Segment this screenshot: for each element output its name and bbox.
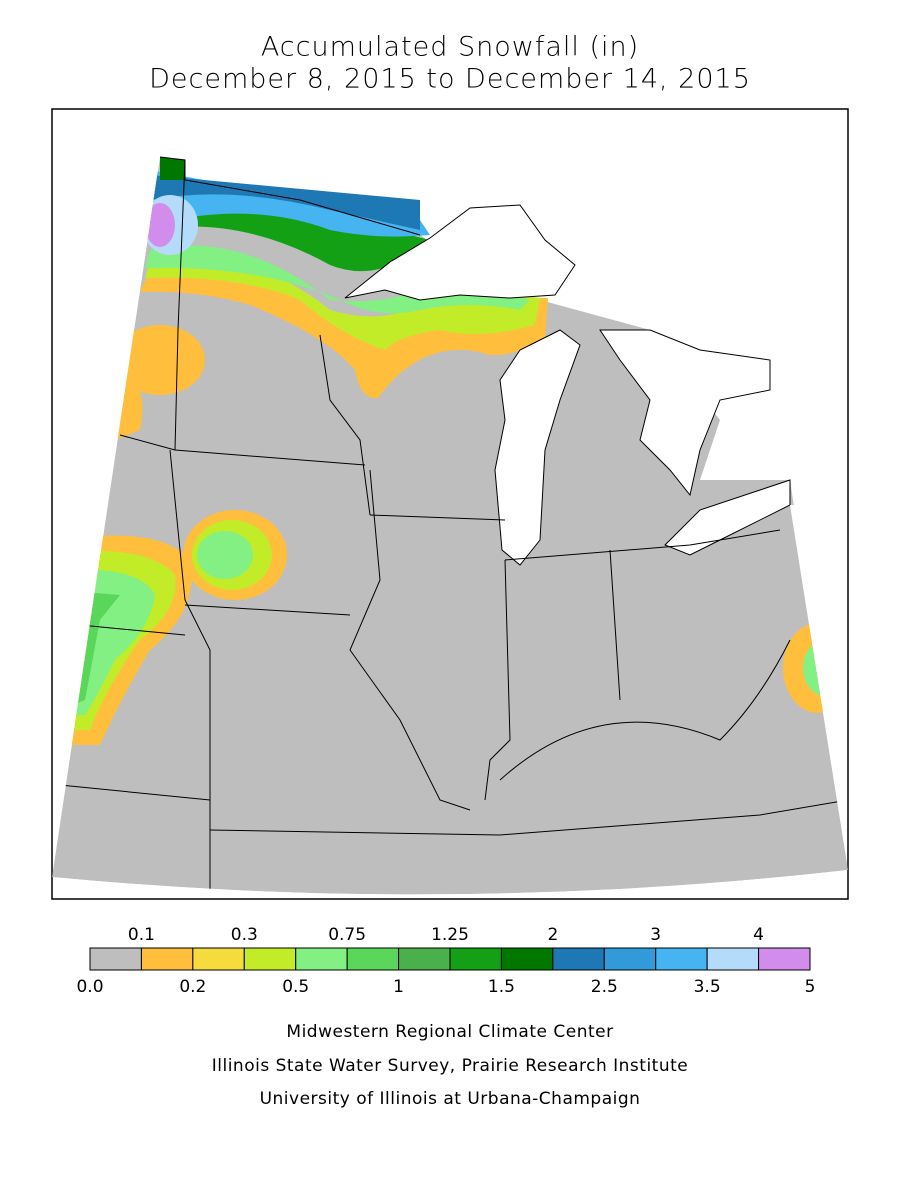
snow-area <box>145 203 175 247</box>
legend-label: 4 <box>753 925 764 945</box>
border <box>159 156 421 236</box>
legend-label: 3 <box>650 925 661 945</box>
border <box>119 434 366 466</box>
legend-label: 2.5 <box>591 977 618 997</box>
border <box>504 529 781 561</box>
border <box>484 559 511 801</box>
credit-line: Illinois State Water Survey, Prairie Res… <box>212 1056 688 1076</box>
border <box>169 449 186 601</box>
lake <box>664 479 791 556</box>
snow-area <box>140 265 548 399</box>
title-line: December 8, 2015 to December 14, 2015 <box>149 64 751 95</box>
legend-swatch <box>346 947 400 971</box>
legend-label: 0.0 <box>76 977 103 997</box>
snow-area <box>115 325 205 395</box>
legend-label: 0.75 <box>328 925 366 945</box>
credit-line: University of Illinois at Urbana-Champai… <box>260 1089 641 1109</box>
legend-label: 0.5 <box>282 977 309 997</box>
border <box>499 639 791 781</box>
snow-area <box>197 531 253 579</box>
legend-swatch <box>449 947 502 971</box>
legend-swatch <box>552 947 605 971</box>
legend-label: 0.3 <box>231 925 258 945</box>
border <box>59 784 211 801</box>
legend-swatch <box>295 947 348 971</box>
legend-label: 3.5 <box>694 977 721 997</box>
legend-swatch <box>706 947 760 971</box>
title-line: Accumulated Snowfall (in) <box>261 32 639 63</box>
border <box>184 599 211 890</box>
legend-swatch <box>192 947 245 971</box>
legend-label: 1.5 <box>488 977 515 997</box>
legend-swatch <box>243 947 297 971</box>
snow-area <box>160 157 185 180</box>
lake <box>599 329 771 497</box>
legend-label: 0.2 <box>179 977 206 997</box>
credit-line: Midwestern Regional Climate Center <box>286 1022 613 1042</box>
border <box>319 334 371 516</box>
border <box>209 799 848 836</box>
legend-swatch <box>398 947 451 971</box>
legend-swatch <box>603 947 657 971</box>
border <box>184 604 351 616</box>
legend-label: 1 <box>393 977 404 997</box>
legend-swatch <box>655 947 708 971</box>
legend-swatch <box>500 947 554 971</box>
legend-swatch <box>140 947 194 971</box>
legend-label: 1.25 <box>431 925 469 945</box>
snow-area <box>145 258 540 350</box>
border <box>369 514 506 521</box>
legend-label: 2 <box>547 925 558 945</box>
legend-label: 0.1 <box>128 925 155 945</box>
border <box>609 549 621 701</box>
lake <box>494 329 581 566</box>
legend-swatch <box>89 947 142 971</box>
legend-label: 5 <box>805 977 816 997</box>
legend: 0.0 0.1 0.2 0.3 0.5 0.75 1 1.25 1.5 2 2.5 3 3.5 4 5 <box>76 925 815 997</box>
border <box>174 159 186 451</box>
border <box>349 469 471 811</box>
border <box>79 624 186 636</box>
legend-swatch <box>758 947 811 971</box>
map <box>52 156 848 895</box>
snow-area <box>150 175 420 230</box>
lake <box>344 204 576 301</box>
